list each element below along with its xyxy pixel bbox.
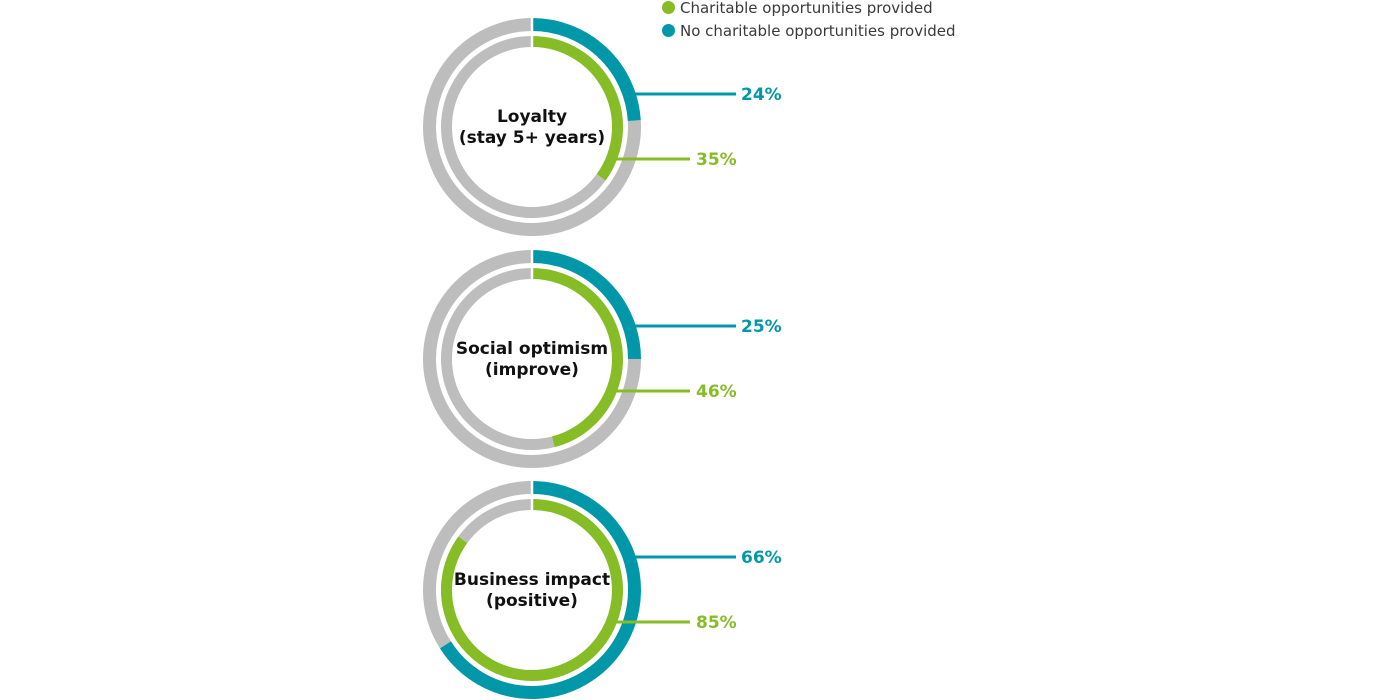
outer-ring-no-charitable-arc xyxy=(439,481,641,699)
donut-center-label: Business impact xyxy=(454,570,610,590)
no-charitable-value-label: 25% xyxy=(741,317,782,337)
legend-swatch-charitable xyxy=(662,1,675,14)
legend-label-no-charitable: No charitable opportunities provided xyxy=(680,21,956,40)
no-charitable-value-label: 24% xyxy=(741,85,782,105)
donut-center-label: Social optimism xyxy=(456,339,608,359)
inner-ring-remainder xyxy=(441,268,555,450)
outer-ring-no-charitable-arc xyxy=(531,250,641,360)
outer-ring-remainder xyxy=(423,481,533,649)
donut-center-label: (stay 5+ years) xyxy=(459,128,605,148)
inner-ring-remainder xyxy=(458,499,533,544)
outer-ring-remainder xyxy=(423,18,641,236)
legend-label-charitable: Charitable opportunities provided xyxy=(680,0,933,17)
donut-center-label: Loyalty xyxy=(497,107,567,127)
donut-center-label: (improve) xyxy=(485,360,579,380)
charitable-value-label: 46% xyxy=(696,382,737,402)
donut-center-label: (positive) xyxy=(486,591,578,611)
charitable-value-label: 85% xyxy=(696,613,737,633)
charitable-value-label: 35% xyxy=(696,150,737,170)
legend: Charitable opportunities provided No cha… xyxy=(662,0,956,42)
legend-swatch-no-charitable xyxy=(662,24,675,37)
inner-ring-charitable-arc xyxy=(531,268,623,448)
outer-ring-no-charitable-arc xyxy=(531,18,641,122)
outer-ring-remainder xyxy=(423,250,641,468)
inner-ring-charitable-arc xyxy=(441,499,623,681)
inner-ring-charitable-arc xyxy=(531,36,623,181)
legend-item-charitable: Charitable opportunities provided xyxy=(662,0,956,19)
no-charitable-value-label: 66% xyxy=(741,548,782,568)
inner-ring-remainder xyxy=(441,36,606,218)
legend-item-no-charitable: No charitable opportunities provided xyxy=(662,19,956,42)
